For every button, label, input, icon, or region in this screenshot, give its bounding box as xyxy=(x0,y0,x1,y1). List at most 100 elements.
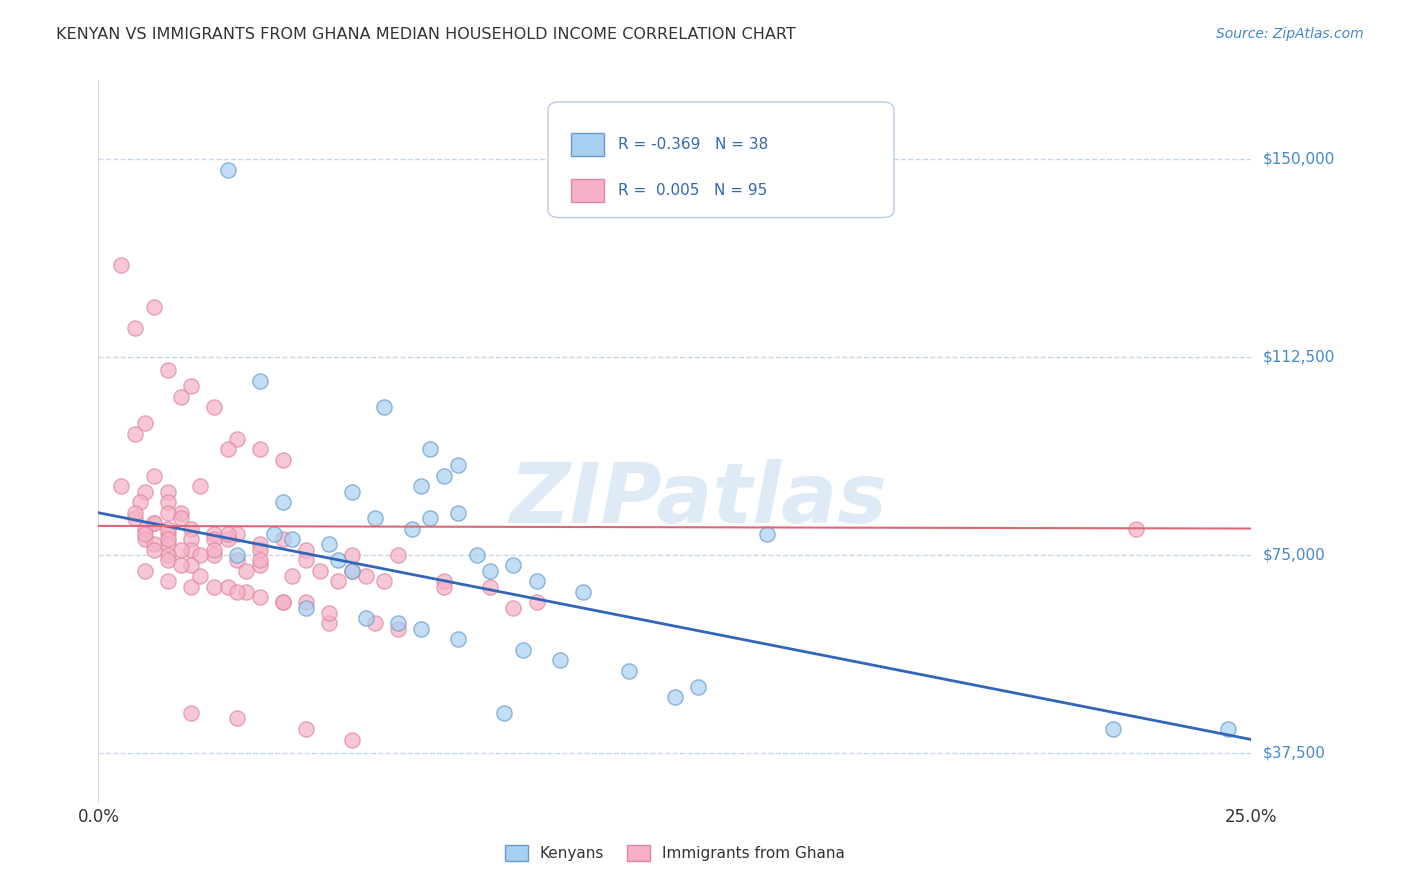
Point xyxy=(217,580,239,594)
Point xyxy=(433,468,456,483)
Point xyxy=(617,664,640,678)
Point xyxy=(217,526,239,541)
Point xyxy=(756,526,779,541)
Text: Source: ZipAtlas.com: Source: ZipAtlas.com xyxy=(1216,27,1364,41)
Point xyxy=(156,537,179,551)
Point xyxy=(271,495,294,509)
Point xyxy=(170,506,193,520)
Point xyxy=(202,532,225,546)
Point xyxy=(1125,522,1147,536)
Point xyxy=(142,300,165,314)
Point xyxy=(156,484,179,499)
Point xyxy=(387,622,409,636)
Point xyxy=(156,532,179,546)
Point xyxy=(156,495,179,509)
Point xyxy=(526,574,548,589)
Point xyxy=(170,542,193,557)
Point xyxy=(142,516,165,531)
Text: KENYAN VS IMMIGRANTS FROM GHANA MEDIAN HOUSEHOLD INCOME CORRELATION CHART: KENYAN VS IMMIGRANTS FROM GHANA MEDIAN H… xyxy=(56,27,796,42)
Point xyxy=(318,537,340,551)
Point xyxy=(124,506,146,520)
Point xyxy=(318,616,340,631)
Point xyxy=(340,484,363,499)
Text: $150,000: $150,000 xyxy=(1263,152,1336,167)
Point xyxy=(225,585,247,599)
Point xyxy=(502,558,524,573)
Point xyxy=(180,580,202,594)
Point xyxy=(295,553,318,567)
Point xyxy=(571,585,593,599)
Point xyxy=(340,564,363,578)
Point xyxy=(249,374,271,388)
Point xyxy=(134,532,156,546)
Point xyxy=(373,574,395,589)
Point xyxy=(340,732,363,747)
Point xyxy=(202,542,225,557)
Point xyxy=(235,585,257,599)
Point xyxy=(433,574,456,589)
Legend: Kenyans, Immigrants from Ghana: Kenyans, Immigrants from Ghana xyxy=(499,839,851,867)
Point xyxy=(281,569,304,583)
Point xyxy=(156,526,179,541)
Point xyxy=(180,706,202,720)
Point xyxy=(124,511,146,525)
Point xyxy=(156,548,179,562)
Point xyxy=(419,511,441,525)
Text: $75,000: $75,000 xyxy=(1263,548,1326,563)
Point xyxy=(447,632,470,647)
Text: R = -0.369   N = 38: R = -0.369 N = 38 xyxy=(619,137,769,152)
Point xyxy=(1102,722,1125,736)
Text: $37,500: $37,500 xyxy=(1263,745,1326,760)
Point xyxy=(295,722,318,736)
FancyBboxPatch shape xyxy=(548,102,894,218)
Point xyxy=(225,711,247,725)
Point xyxy=(686,680,709,694)
Point xyxy=(295,542,318,557)
Point xyxy=(124,321,146,335)
Point xyxy=(548,653,571,667)
Point xyxy=(110,479,132,493)
Point xyxy=(180,542,202,557)
Text: $112,500: $112,500 xyxy=(1263,350,1336,365)
Point xyxy=(180,522,202,536)
Point xyxy=(295,595,318,609)
FancyBboxPatch shape xyxy=(571,178,605,202)
Point xyxy=(249,590,271,604)
Point xyxy=(249,558,271,573)
Point xyxy=(318,606,340,620)
Point xyxy=(373,401,395,415)
Point xyxy=(249,442,271,457)
Point xyxy=(249,553,271,567)
Point xyxy=(465,548,488,562)
Point xyxy=(188,569,211,583)
Point xyxy=(479,564,502,578)
Point xyxy=(354,611,377,625)
Point xyxy=(249,542,271,557)
Point xyxy=(142,516,165,531)
Text: ZIPatlas: ZIPatlas xyxy=(509,458,887,540)
Point xyxy=(354,569,377,583)
Point xyxy=(225,553,247,567)
Point xyxy=(134,416,156,430)
Point xyxy=(328,574,350,589)
Point xyxy=(142,542,165,557)
FancyBboxPatch shape xyxy=(571,133,605,156)
Point xyxy=(433,580,456,594)
Point xyxy=(134,564,156,578)
Point xyxy=(271,453,294,467)
Point xyxy=(142,537,165,551)
Point xyxy=(1218,722,1240,736)
Point xyxy=(664,690,686,705)
Point xyxy=(494,706,516,720)
Point xyxy=(340,548,363,562)
Point xyxy=(217,442,239,457)
Point xyxy=(295,600,318,615)
Point xyxy=(225,548,247,562)
Point xyxy=(134,522,156,536)
Point xyxy=(124,426,146,441)
Point xyxy=(328,553,350,567)
Point xyxy=(271,595,294,609)
Point xyxy=(156,506,179,520)
Point xyxy=(156,574,179,589)
Point xyxy=(134,526,156,541)
